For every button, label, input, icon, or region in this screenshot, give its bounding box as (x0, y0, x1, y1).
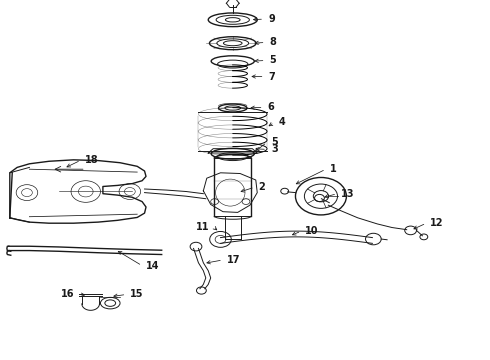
Text: 10: 10 (305, 226, 319, 236)
Text: 18: 18 (85, 155, 98, 165)
Text: 4: 4 (278, 117, 285, 127)
Text: 3: 3 (271, 144, 278, 154)
Text: 2: 2 (259, 182, 266, 192)
Text: 6: 6 (268, 102, 274, 112)
Text: 8: 8 (270, 37, 276, 48)
Text: 9: 9 (268, 14, 275, 24)
Text: 17: 17 (227, 255, 241, 265)
Text: 5: 5 (270, 55, 276, 66)
Text: 7: 7 (269, 72, 275, 81)
Text: 13: 13 (341, 189, 355, 199)
Text: 15: 15 (130, 289, 144, 300)
Text: 14: 14 (146, 261, 160, 271)
Text: 16: 16 (61, 289, 74, 300)
Text: 12: 12 (430, 218, 444, 228)
Text: 5: 5 (271, 137, 278, 147)
Text: 1: 1 (330, 164, 337, 174)
Text: 11: 11 (196, 222, 209, 232)
